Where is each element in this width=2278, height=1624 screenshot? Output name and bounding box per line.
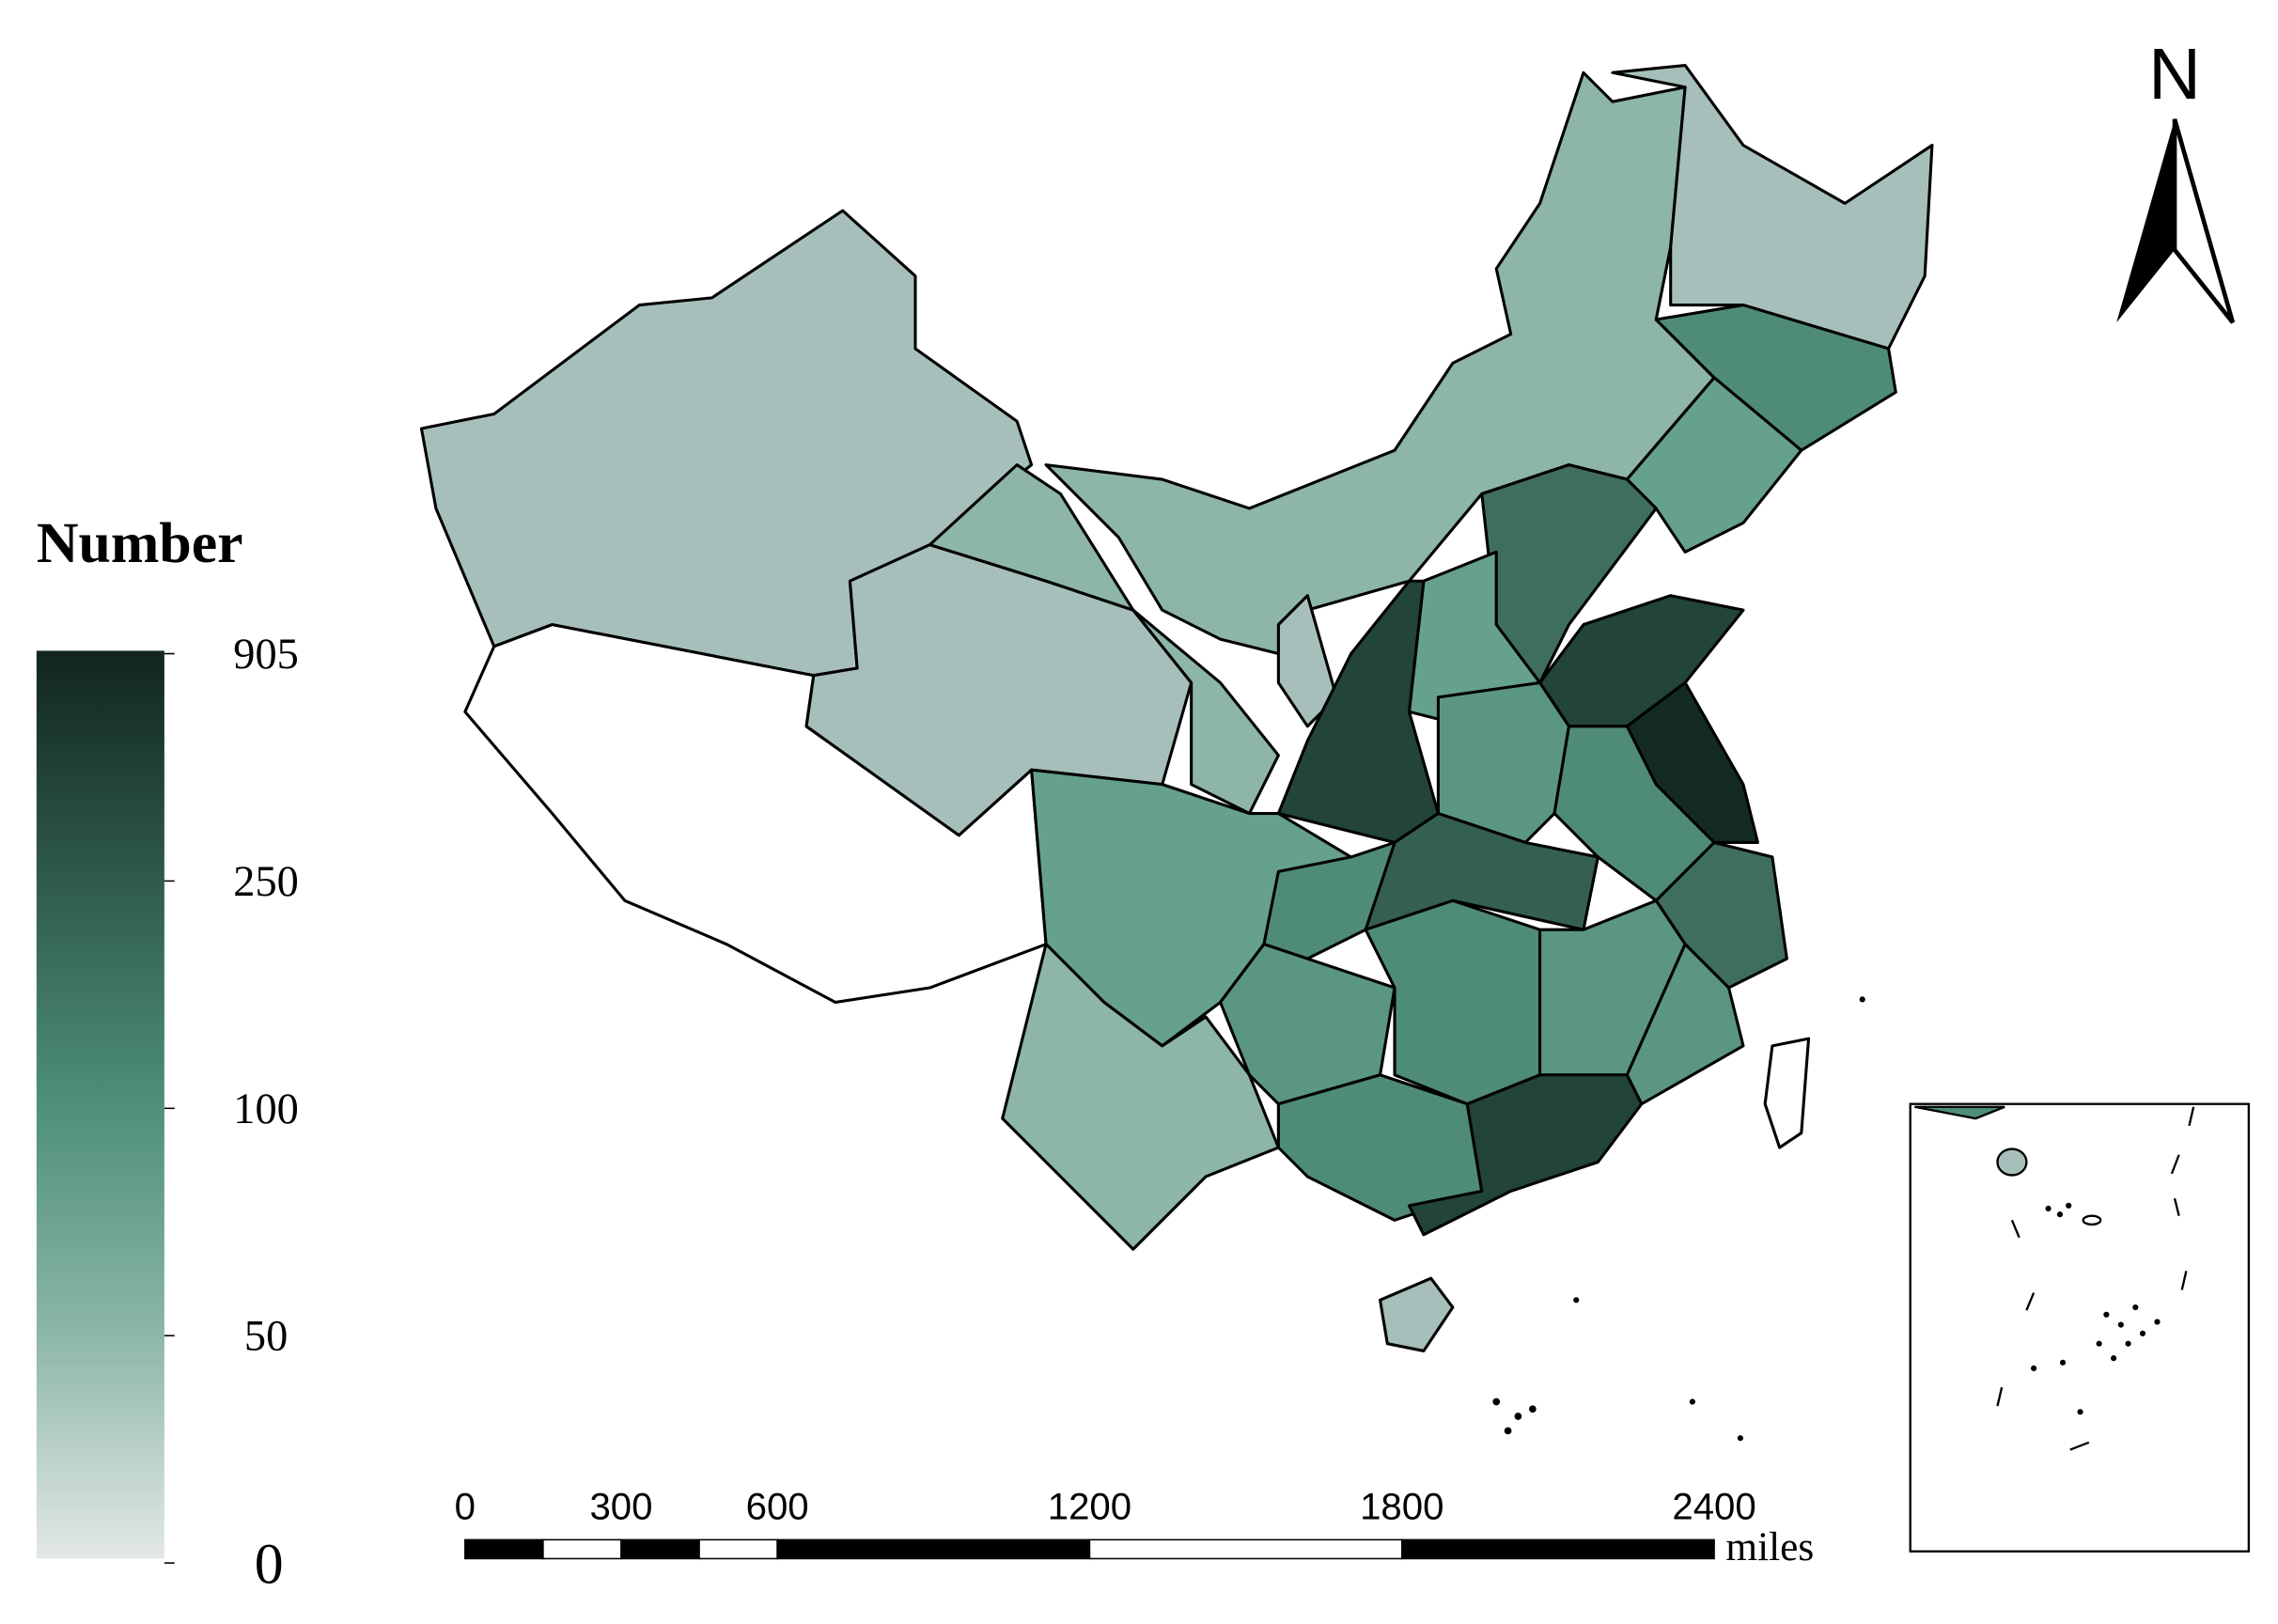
heilongjiang — [1611, 64, 1934, 351]
scale-label: 600 — [746, 1486, 809, 1528]
scale-segment — [1088, 1538, 1403, 1560]
gansu — [928, 463, 1280, 816]
legend-tick-label: 100 — [233, 1085, 299, 1133]
scale-label: 0 — [455, 1486, 476, 1528]
scale-label: 1800 — [1360, 1486, 1443, 1528]
hainan — [1379, 1276, 1455, 1352]
scale-segment — [620, 1538, 700, 1560]
scale-segment — [464, 1538, 544, 1560]
legend-tick-label: 50 — [244, 1313, 288, 1361]
legend-tick-label: 250 — [233, 858, 299, 906]
scale-segment — [1400, 1538, 1715, 1560]
color-bar — [36, 650, 164, 1559]
fujian — [1625, 943, 1745, 1106]
scale-label: 300 — [589, 1486, 652, 1528]
legend-tick-label: 905 — [233, 631, 299, 679]
scale-segment — [698, 1538, 778, 1560]
north-arrow: N — [2116, 34, 2236, 324]
north-label: N — [2148, 34, 2201, 115]
guizhou — [1219, 943, 1396, 1106]
scale-segment — [542, 1538, 622, 1560]
scale-label: 2400 — [1672, 1486, 1755, 1528]
inner-mongolia — [1044, 70, 1716, 656]
provinces — [419, 64, 1934, 1442]
scale-unit: miles — [1725, 1524, 1814, 1569]
inset — [1909, 1102, 2251, 1553]
legend: Number 905 250 100 50 0 — [36, 511, 299, 1597]
guangdong — [1407, 1073, 1644, 1237]
legend-tick-label: 0 — [255, 1533, 284, 1597]
taiwan — [1763, 1037, 1811, 1149]
scale-segment — [776, 1538, 1091, 1560]
islands — [1492, 996, 1865, 1442]
scale-label: 1200 — [1048, 1486, 1131, 1528]
legend-title: Number — [37, 511, 243, 575]
